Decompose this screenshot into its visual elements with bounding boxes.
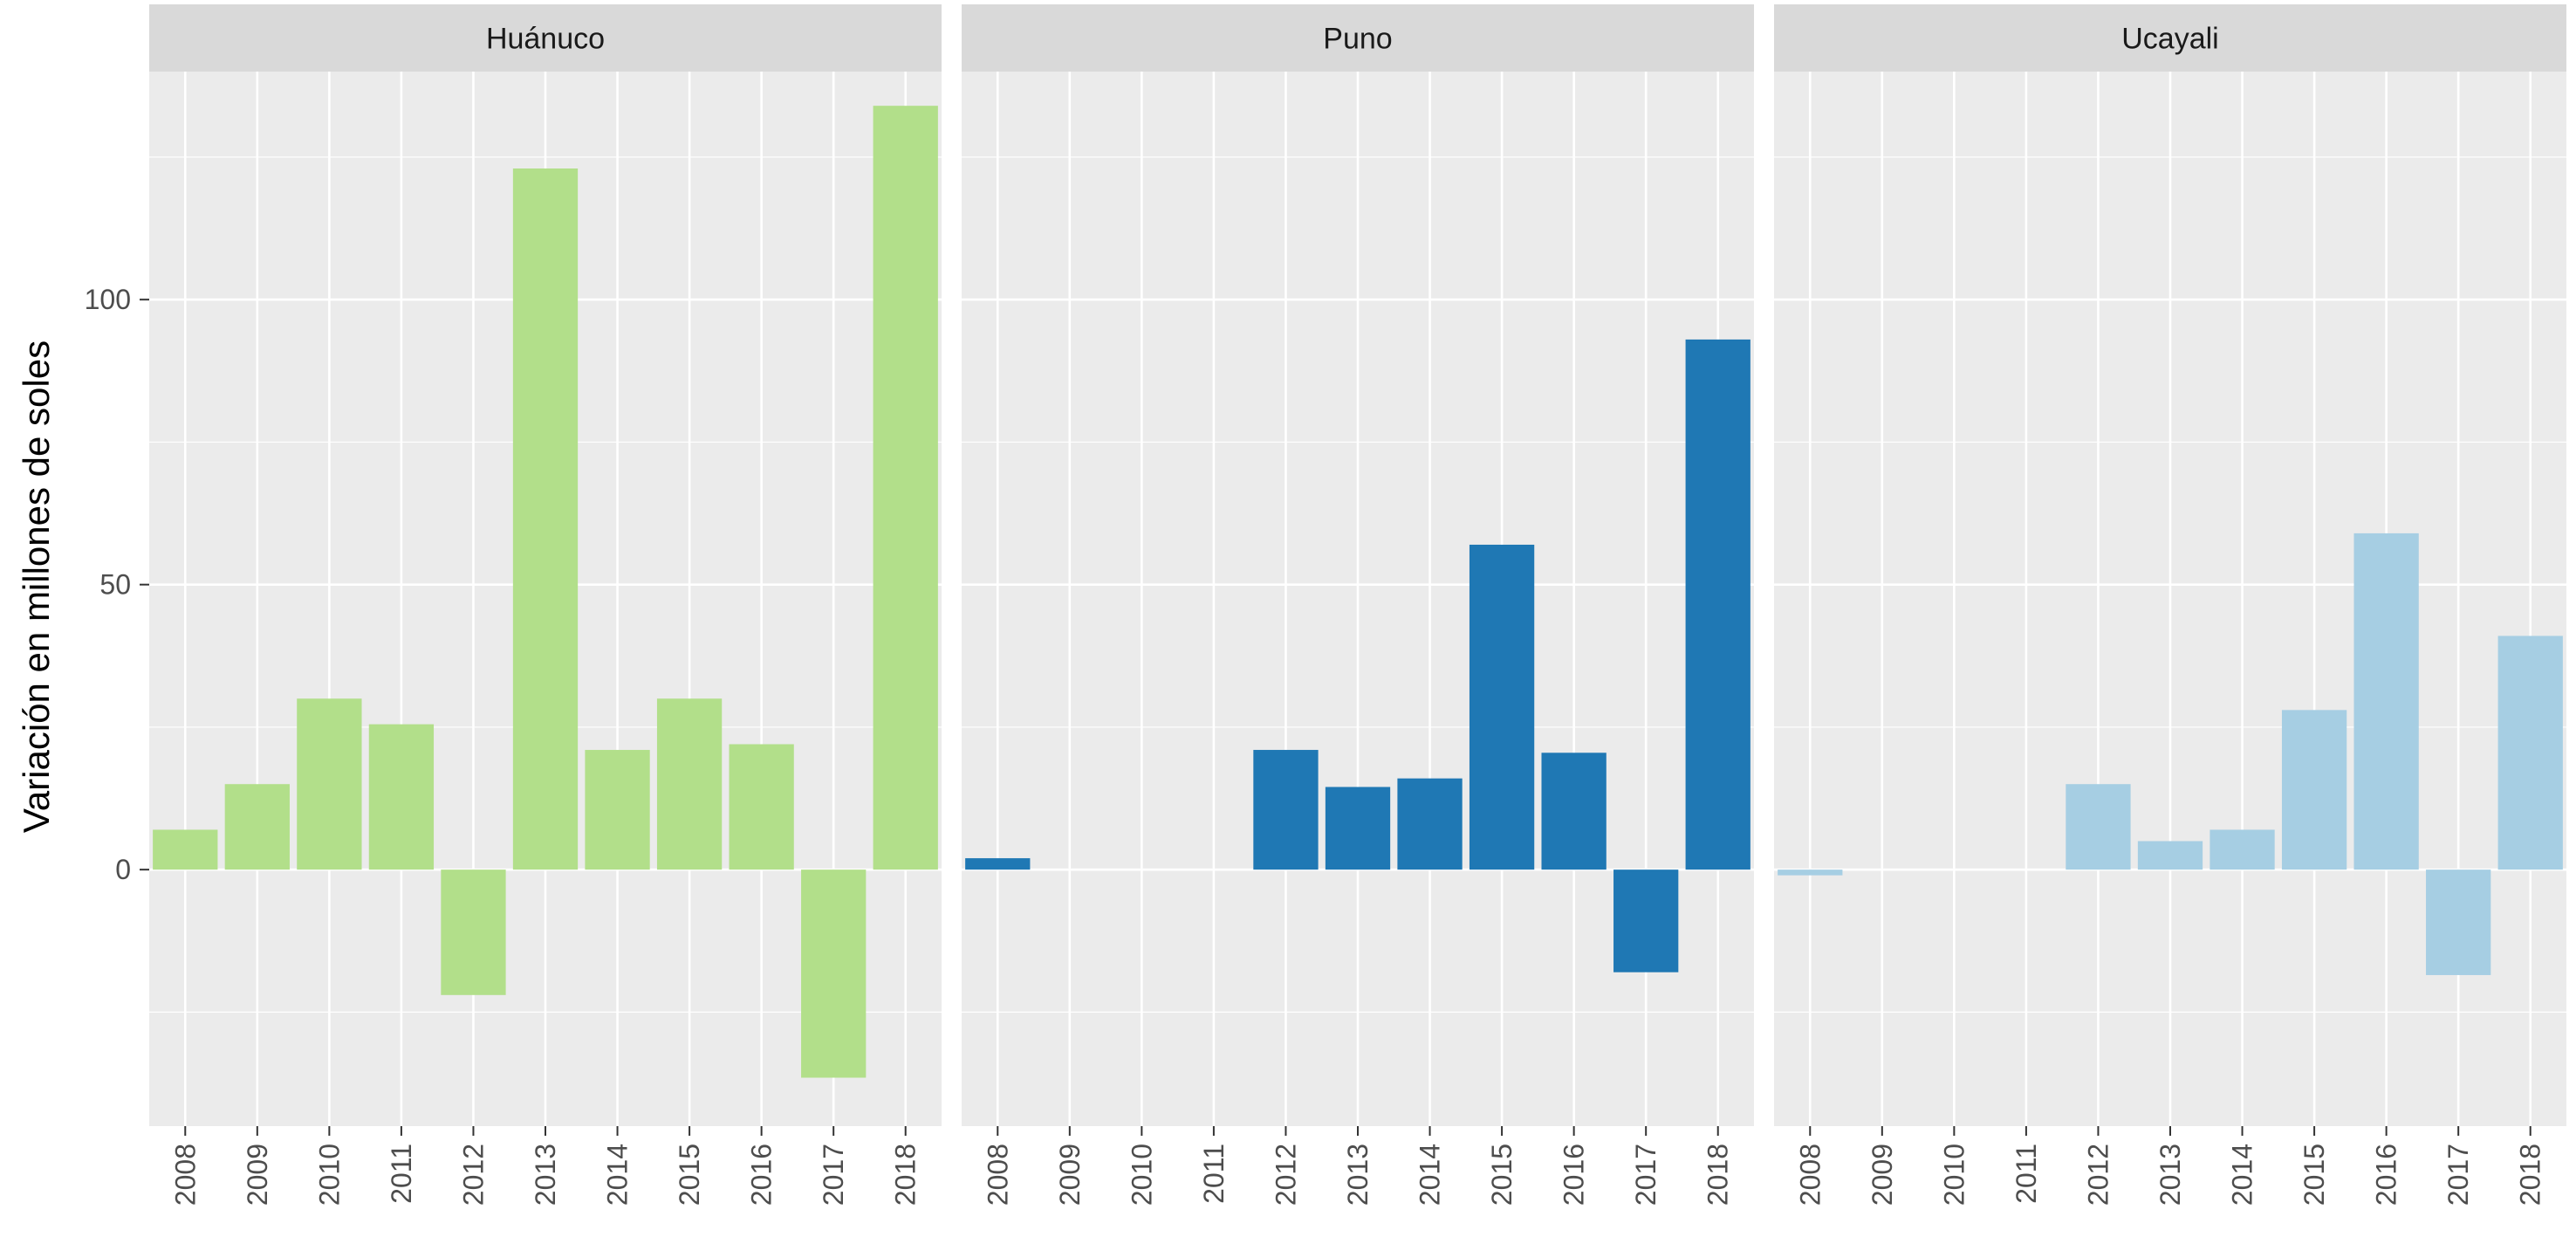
x-tick-label: 2009 xyxy=(1867,1144,1898,1206)
bar xyxy=(512,168,579,870)
x-tick-label: 2011 xyxy=(386,1144,417,1204)
x-tick-label: 2011 xyxy=(2011,1144,2042,1204)
bar xyxy=(801,869,867,1078)
facet-panels: Huánuco 2008 2009 2010 2011 2012 2013 2014 2015 2… xyxy=(149,4,2566,1206)
y-tick-label: 0 xyxy=(115,854,131,885)
bar xyxy=(729,744,794,870)
bar xyxy=(2426,869,2491,975)
x-tick-label: 2012 xyxy=(2082,1144,2114,1206)
bar xyxy=(2137,841,2203,870)
bar xyxy=(585,750,650,870)
x-tick-label: 2011 xyxy=(1198,1144,1230,1204)
x-tick-label: 2017 xyxy=(2442,1144,2474,1206)
x-tick-label: 2013 xyxy=(530,1144,561,1206)
x-tick-label: 2014 xyxy=(2227,1144,2258,1206)
x-tick-label: 2018 xyxy=(890,1144,921,1206)
bar xyxy=(965,858,1031,870)
x-tick-label: 2008 xyxy=(982,1144,1013,1206)
x-tick-label: 2016 xyxy=(1559,1144,1590,1206)
x-tick-label: 2016 xyxy=(746,1144,778,1206)
facet-strip-label: Ucayali xyxy=(2121,23,2218,56)
x-tick-label: 2014 xyxy=(1415,1144,1446,1206)
x-tick-label: 2016 xyxy=(2371,1144,2402,1206)
bar xyxy=(1325,787,1391,870)
bar xyxy=(441,869,506,995)
bar xyxy=(224,784,290,870)
bar xyxy=(656,698,723,870)
facet-strip-label: Huánuco xyxy=(486,23,605,56)
y-axis: 0 50 100 xyxy=(85,284,149,885)
x-tick-label: 2010 xyxy=(1126,1144,1157,1206)
x-tick-label: 2010 xyxy=(313,1144,345,1206)
bar xyxy=(1469,544,1535,870)
x-tick-label: 2013 xyxy=(2155,1144,2186,1206)
y-axis-title: Variación en millones de soles xyxy=(16,340,57,833)
bar xyxy=(1253,750,1319,870)
x-tick-label: 2013 xyxy=(1342,1144,1374,1206)
bar xyxy=(297,698,362,870)
x-tick-label: 2018 xyxy=(2515,1144,2546,1206)
facet-panel: Ucayali 2008 2009 2010 2011 2012 2013 2014 2015 2… xyxy=(1774,4,2566,1206)
x-tick-label: 2008 xyxy=(169,1144,201,1206)
x-tick-label: 2018 xyxy=(1702,1144,1734,1206)
bar xyxy=(873,106,938,870)
bar xyxy=(368,724,435,870)
x-tick-label: 2009 xyxy=(242,1144,273,1206)
x-tick-label: 2012 xyxy=(1270,1144,1301,1206)
x-tick-label: 2015 xyxy=(1486,1144,1518,1206)
x-tick-label: 2012 xyxy=(457,1144,489,1206)
facet-strip xyxy=(149,4,942,72)
bar xyxy=(153,829,218,870)
x-tick-label: 2009 xyxy=(1054,1144,1086,1206)
bar xyxy=(1613,869,1679,972)
bar xyxy=(2353,533,2419,870)
bar xyxy=(2066,784,2131,870)
bar xyxy=(2281,710,2347,870)
x-tick-label: 2014 xyxy=(602,1144,634,1206)
x-tick-label: 2010 xyxy=(1938,1144,1970,1206)
bar xyxy=(1685,339,1750,870)
facet-panel: Huánuco 2008 2009 2010 2011 2012 2013 2014 2015 2… xyxy=(149,4,942,1206)
x-tick-label: 2008 xyxy=(1794,1144,1826,1206)
bar xyxy=(2209,829,2275,870)
facet-panel: Puno 2008 2009 2010 2011 2012 2013 2014 2015 2016… xyxy=(962,4,1754,1206)
facet-strip xyxy=(962,4,1754,72)
x-tick-label: 2017 xyxy=(818,1144,849,1206)
bar xyxy=(1778,869,1843,876)
y-tick-label: 100 xyxy=(85,284,131,315)
facet-strip xyxy=(1774,4,2566,72)
x-tick-label: 2015 xyxy=(674,1144,705,1206)
y-tick-label: 50 xyxy=(99,569,131,601)
facet-strip-label: Puno xyxy=(1323,23,1392,56)
bar xyxy=(1397,778,1463,870)
bar xyxy=(1541,753,1607,870)
bar xyxy=(2497,636,2563,870)
x-tick-label: 2015 xyxy=(2299,1144,2330,1206)
x-tick-label: 2017 xyxy=(1630,1144,1661,1206)
